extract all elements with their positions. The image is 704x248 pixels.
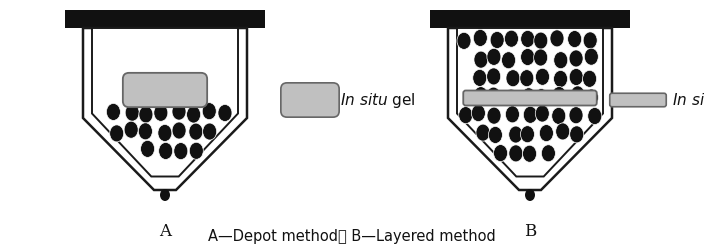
Ellipse shape bbox=[552, 107, 566, 124]
Ellipse shape bbox=[189, 142, 203, 159]
Ellipse shape bbox=[534, 89, 548, 106]
Ellipse shape bbox=[541, 145, 555, 162]
Polygon shape bbox=[457, 28, 603, 177]
Ellipse shape bbox=[522, 145, 536, 162]
Ellipse shape bbox=[583, 32, 597, 49]
Ellipse shape bbox=[539, 124, 553, 142]
Ellipse shape bbox=[583, 70, 596, 87]
Ellipse shape bbox=[125, 104, 139, 121]
Ellipse shape bbox=[534, 32, 548, 49]
Ellipse shape bbox=[202, 103, 216, 120]
Ellipse shape bbox=[172, 103, 186, 120]
Ellipse shape bbox=[486, 87, 501, 104]
Ellipse shape bbox=[569, 50, 583, 67]
Ellipse shape bbox=[487, 48, 501, 65]
Ellipse shape bbox=[506, 70, 520, 87]
Text: $\mathit{In\ situ}$ gel: $\mathit{In\ situ}$ gel bbox=[672, 91, 704, 110]
Ellipse shape bbox=[552, 87, 566, 104]
Ellipse shape bbox=[189, 123, 203, 140]
Bar bbox=[65, 10, 265, 28]
FancyBboxPatch shape bbox=[463, 91, 597, 105]
Ellipse shape bbox=[158, 142, 172, 159]
Ellipse shape bbox=[172, 122, 186, 139]
Polygon shape bbox=[92, 28, 238, 177]
Ellipse shape bbox=[553, 70, 567, 88]
Ellipse shape bbox=[509, 145, 523, 162]
Ellipse shape bbox=[141, 140, 155, 157]
Ellipse shape bbox=[174, 143, 188, 160]
Ellipse shape bbox=[139, 123, 152, 140]
Ellipse shape bbox=[474, 51, 488, 68]
Ellipse shape bbox=[501, 52, 515, 69]
Ellipse shape bbox=[555, 123, 570, 140]
Ellipse shape bbox=[124, 121, 138, 138]
Ellipse shape bbox=[505, 30, 518, 47]
Ellipse shape bbox=[218, 104, 232, 122]
Ellipse shape bbox=[554, 52, 567, 69]
FancyBboxPatch shape bbox=[610, 93, 666, 107]
Ellipse shape bbox=[487, 107, 501, 124]
Ellipse shape bbox=[570, 126, 584, 143]
Ellipse shape bbox=[584, 89, 598, 106]
Polygon shape bbox=[448, 28, 612, 190]
Polygon shape bbox=[83, 28, 247, 190]
Ellipse shape bbox=[567, 31, 582, 48]
Text: $\mathit{In\ situ}$ gel: $\mathit{In\ situ}$ gel bbox=[340, 91, 415, 110]
FancyBboxPatch shape bbox=[281, 83, 339, 117]
Ellipse shape bbox=[139, 106, 153, 123]
Ellipse shape bbox=[473, 69, 486, 86]
Ellipse shape bbox=[473, 30, 487, 46]
Ellipse shape bbox=[522, 88, 536, 105]
Ellipse shape bbox=[521, 31, 535, 47]
Text: A: A bbox=[159, 223, 171, 240]
Ellipse shape bbox=[571, 86, 585, 103]
FancyBboxPatch shape bbox=[122, 73, 207, 107]
Ellipse shape bbox=[569, 107, 583, 124]
Ellipse shape bbox=[476, 124, 490, 141]
Ellipse shape bbox=[158, 124, 172, 141]
Ellipse shape bbox=[472, 105, 485, 122]
Ellipse shape bbox=[523, 106, 537, 123]
Ellipse shape bbox=[457, 32, 471, 49]
Ellipse shape bbox=[505, 106, 520, 123]
Ellipse shape bbox=[494, 145, 508, 162]
Ellipse shape bbox=[490, 31, 504, 49]
Ellipse shape bbox=[187, 106, 201, 123]
Ellipse shape bbox=[106, 103, 120, 121]
Ellipse shape bbox=[535, 105, 549, 122]
Ellipse shape bbox=[588, 108, 602, 124]
Ellipse shape bbox=[489, 126, 503, 143]
Ellipse shape bbox=[534, 49, 548, 66]
Ellipse shape bbox=[536, 68, 550, 85]
Ellipse shape bbox=[520, 126, 534, 143]
Ellipse shape bbox=[203, 123, 217, 140]
Ellipse shape bbox=[459, 107, 472, 124]
Ellipse shape bbox=[550, 30, 564, 47]
Ellipse shape bbox=[525, 189, 535, 201]
Ellipse shape bbox=[110, 125, 124, 142]
Ellipse shape bbox=[521, 49, 534, 65]
Ellipse shape bbox=[486, 68, 501, 85]
Ellipse shape bbox=[509, 126, 523, 143]
Text: B: B bbox=[524, 223, 536, 240]
Bar bbox=[430, 10, 630, 28]
Ellipse shape bbox=[504, 89, 518, 106]
Ellipse shape bbox=[520, 70, 534, 87]
Text: A—Depot method； B—Layered method: A—Depot method； B—Layered method bbox=[208, 229, 496, 244]
Ellipse shape bbox=[570, 68, 583, 86]
Ellipse shape bbox=[160, 189, 170, 201]
Ellipse shape bbox=[474, 87, 488, 104]
Ellipse shape bbox=[584, 48, 598, 65]
Ellipse shape bbox=[154, 104, 168, 121]
